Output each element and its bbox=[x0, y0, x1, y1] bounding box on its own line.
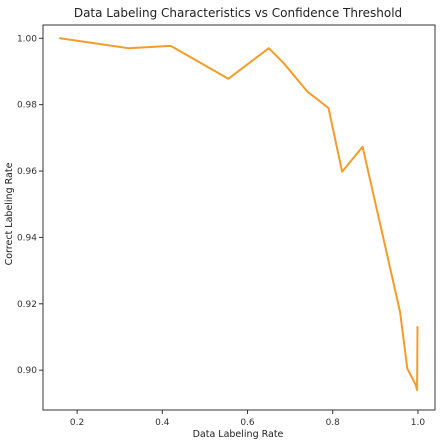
y-axis: 0.90 0.92 0.94 0.96 0.98 1.00 bbox=[17, 34, 43, 376]
y-tick-label: 0.94 bbox=[17, 233, 37, 243]
y-tick-label: 1.00 bbox=[17, 34, 37, 44]
y-tick-label: 0.96 bbox=[17, 167, 37, 177]
y-axis-label: Correct Labeling Rate bbox=[4, 162, 15, 265]
series-line bbox=[59, 37, 419, 392]
x-tick-label: 1.0 bbox=[411, 418, 426, 428]
y-tick-label: 0.90 bbox=[17, 366, 37, 376]
x-axis: 0.2 0.4 0.6 0.8 1.0 bbox=[70, 410, 425, 428]
x-tick-label: 0.4 bbox=[155, 418, 170, 428]
plot-frame bbox=[42, 24, 436, 411]
x-tick-label: 0.2 bbox=[70, 418, 84, 428]
y-tick-label: 0.92 bbox=[17, 300, 37, 310]
x-axis-label: Data Labeling Rate bbox=[193, 429, 284, 440]
plot-area bbox=[59, 37, 419, 392]
y-tick-label: 0.98 bbox=[17, 101, 37, 111]
x-tick-label: 0.8 bbox=[326, 418, 341, 428]
chart-title: Data Labeling Characteristics vs Confide… bbox=[74, 6, 402, 20]
x-tick-label: 0.6 bbox=[240, 418, 255, 428]
